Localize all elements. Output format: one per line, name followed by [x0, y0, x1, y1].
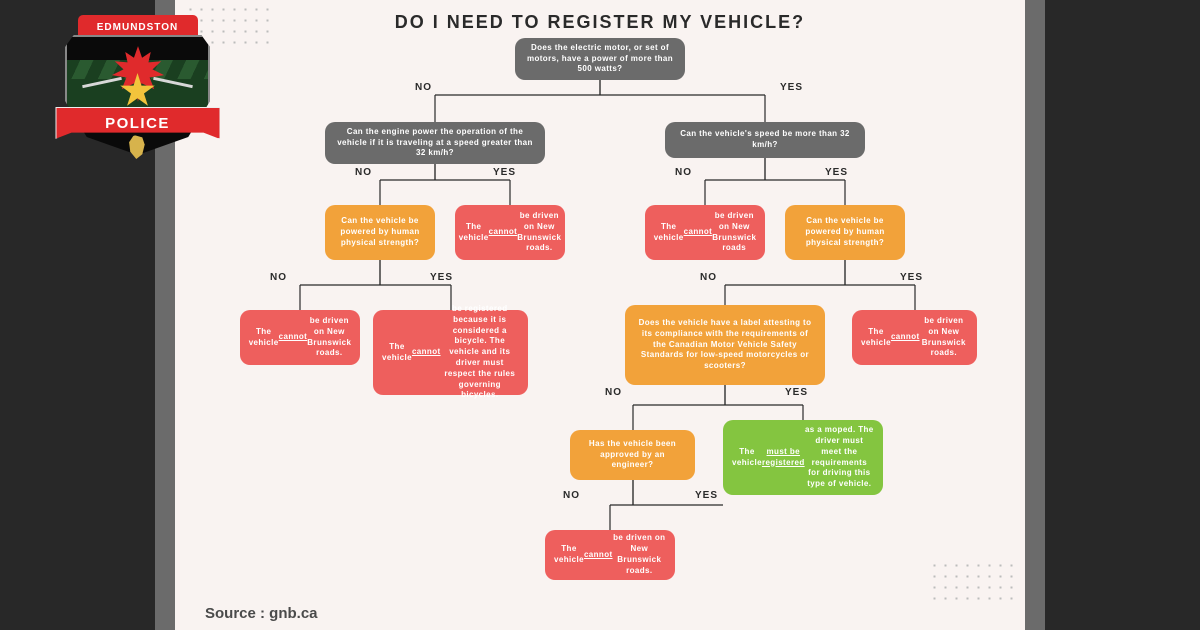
- flow-node-n_r4o: Has the vehicle been approved by an engi…: [570, 430, 695, 480]
- flow-node-n_r3o: Does the vehicle have a label attesting …: [625, 305, 825, 385]
- flowchart-canvas: DO I NEED TO REGISTER MY VEHICLE? Does t…: [175, 0, 1025, 630]
- flow-node-n_r5r: The vehicle cannot be driven on New Brun…: [545, 530, 675, 580]
- flow-node-n_r2r: The vehicle cannot be driven on New Brun…: [645, 205, 765, 260]
- edge-label-no: NO: [415, 82, 432, 93]
- flow-node-n_r4g: The vehicle must be registered as a mope…: [723, 420, 883, 495]
- edge-label-yes: YES: [825, 167, 848, 178]
- edge-label-yes: YES: [493, 167, 516, 178]
- edge-label-no: NO: [270, 272, 287, 283]
- police-badge: EDMUNDSTON POLICE: [65, 15, 210, 165]
- flow-node-n_l2o: Can the vehicle be powered by human phys…: [325, 205, 435, 260]
- flow-node-n_r2o: Can the vehicle be powered by human phys…: [785, 205, 905, 260]
- edge-label-yes: YES: [900, 272, 923, 283]
- flow-node-n_l3r1: The vehicle cannot be driven on New Brun…: [240, 310, 360, 365]
- edge-label-no: NO: [605, 387, 622, 398]
- edge-label-yes: YES: [780, 82, 803, 93]
- edge-label-no: NO: [700, 272, 717, 283]
- edge-label-yes: YES: [785, 387, 808, 398]
- edge-label-no: NO: [355, 167, 372, 178]
- flow-node-root: Does the electric motor, or set of motor…: [515, 38, 685, 80]
- edge-label-yes: YES: [695, 490, 718, 501]
- edge-label-no: NO: [675, 167, 692, 178]
- edge-label-yes: YES: [430, 272, 453, 283]
- edge-label-no: NO: [563, 490, 580, 501]
- side-bar-right: [1025, 0, 1045, 630]
- flow-node-n_l3r2: The vehicle cannot be registered because…: [373, 310, 528, 395]
- flow-node-n_r1: Can the vehicle's speed be more than 32 …: [665, 122, 865, 158]
- source-citation: Source : gnb.ca: [205, 605, 318, 622]
- flow-node-n_r3r: The vehicle cannot be driven on New Brun…: [852, 310, 977, 365]
- flow-node-n_l2r: The vehicle cannot be driven on New Brun…: [455, 205, 565, 260]
- flow-node-n_l1: Can the engine power the operation of th…: [325, 122, 545, 164]
